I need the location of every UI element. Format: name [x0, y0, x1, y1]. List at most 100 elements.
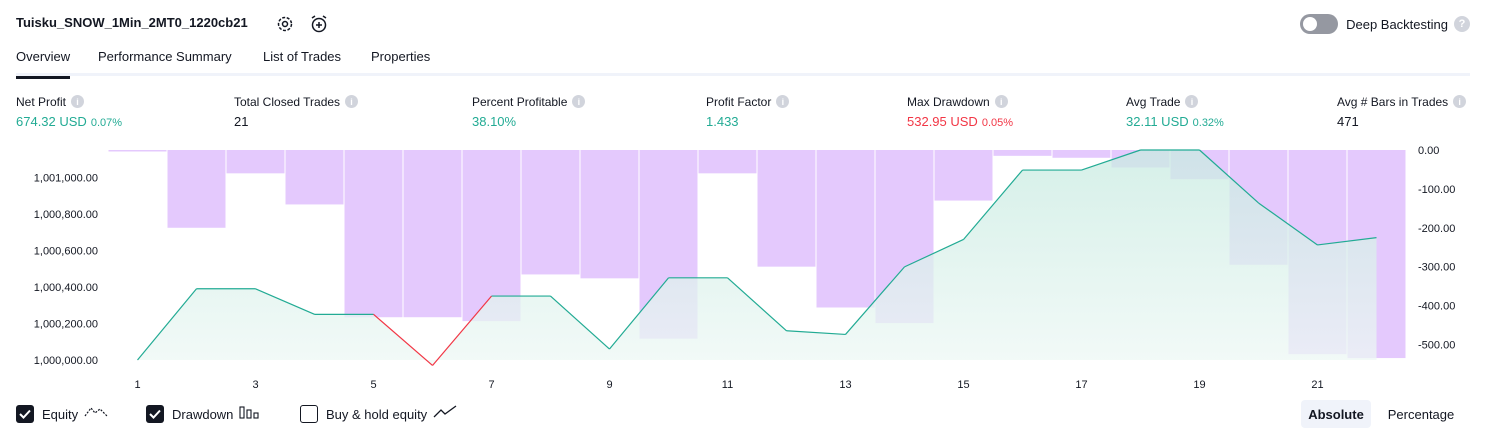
info-icon[interactable]: i [572, 95, 586, 108]
drawdown-bar [344, 150, 403, 318]
equity-area [137, 150, 1377, 366]
equity-line-segment [1081, 149, 1141, 171]
x-tick-label: 5 [370, 379, 376, 391]
metric-label: Avg # Bars in Trades [1337, 94, 1449, 109]
absolute-mode-button[interactable]: Absolute [1301, 400, 1371, 428]
x-tick-label: 1 [134, 379, 140, 391]
drawdown-bar [226, 150, 285, 174]
settings-icon[interactable] [274, 13, 296, 35]
equity-checkbox[interactable] [16, 405, 34, 423]
metric-avg-trade: Avg Trade i 32.11 USD 0.32% [1126, 94, 1224, 130]
tab-overview[interactable]: Overview [16, 49, 71, 79]
help-icon[interactable]: ? [1454, 16, 1470, 32]
bar-chart-icon [239, 405, 259, 424]
metric-value: 674.32 USD [16, 114, 87, 129]
y-right-tick-label: -400.00 [1418, 301, 1455, 313]
metric-max-drawdown: Max Drawdown i 532.95 USD 0.05% [907, 94, 1014, 130]
percentage-mode-button[interactable]: Percentage [1387, 406, 1455, 422]
equity-line-segment [904, 238, 964, 268]
buy-hold-checkbox[interactable] [300, 405, 318, 423]
metric-percent: 0.32% [1192, 117, 1224, 129]
metric-label: Avg Trade [1126, 94, 1181, 109]
strategy-title: Tuisku_SNOW_1Min_2MT0_1220cb21 [16, 15, 248, 30]
drawdown-bar [816, 150, 875, 308]
drawdown-bar [1052, 150, 1111, 158]
metric-total-closed-trades: Total Closed Trades i 21 [234, 94, 359, 129]
metric-label: Percent Profitable [472, 94, 568, 109]
metric-net-profit: Net Profit i 674.32 USD 0.07% [16, 94, 122, 130]
info-icon[interactable]: i [71, 95, 85, 108]
metric-value: 32.11 USD [1126, 114, 1189, 129]
equity-line-segment [373, 313, 433, 366]
metric-label: Max Drawdown [907, 94, 990, 109]
y-right-tick-label: -500.00 [1418, 339, 1455, 351]
report-tabs: Overview Performance Summary List of Tra… [16, 44, 1470, 79]
x-tick-label: 19 [1193, 379, 1205, 391]
tab-list-of-trades[interactable]: List of Trades [263, 49, 342, 64]
drawdown-bar [403, 150, 462, 318]
x-tick-label: 13 [839, 379, 851, 391]
legend-label: Equity [42, 406, 79, 422]
x-tick-label: 17 [1075, 379, 1087, 391]
drawdown-bar [167, 150, 226, 228]
tab-performance-summary[interactable]: Performance Summary [98, 49, 232, 64]
trend-line-icon [433, 404, 457, 424]
x-tick-label: 11 [722, 379, 733, 391]
y-right-tick-label: -100.00 [1418, 184, 1455, 196]
equity-line-segment [1199, 149, 1259, 204]
y-right-tick-label: -300.00 [1418, 262, 1455, 274]
info-icon[interactable]: i [994, 95, 1008, 108]
equity-line-segment [963, 169, 1023, 240]
deep-backtesting-control: Deep Backtesting ? [1300, 12, 1470, 36]
equity-line-segment [1317, 237, 1377, 246]
metric-avg-bars-in-trades: Avg # Bars in Trades i 471 [1337, 94, 1467, 129]
legend-label: Buy & hold equity [326, 406, 428, 422]
legend-drawdown[interactable]: Drawdown [146, 403, 259, 425]
equity-line-segment [550, 295, 610, 350]
x-tick-label: 9 [606, 379, 612, 391]
x-tick-label: 15 [957, 379, 969, 391]
info-icon[interactable]: i [776, 95, 790, 108]
equity-line-segment [786, 330, 846, 336]
drawdown-checkbox[interactable] [146, 405, 164, 423]
equity-line-segment [609, 277, 669, 350]
equity-line-segment [845, 266, 905, 335]
drawdown-bar [757, 150, 816, 267]
info-icon[interactable]: i [1185, 95, 1199, 108]
legend-label: Drawdown [172, 406, 234, 422]
drawdown-bar [285, 150, 344, 205]
legend-equity[interactable]: Equity [16, 403, 108, 425]
report-header: Tuisku_SNOW_1Min_2MT0_1220cb21 Deep Back… [16, 12, 1470, 36]
info-icon[interactable]: i [345, 95, 359, 108]
drawdown-bar [108, 150, 167, 152]
deep-backtesting-label: Deep Backtesting [1346, 16, 1448, 32]
metric-percent-profitable: Percent Profitable i 38.10% [472, 94, 586, 129]
metric-percent: 0.05% [981, 117, 1014, 129]
metric-value: 1.433 [706, 114, 739, 129]
deep-backtesting-toggle[interactable] [1300, 14, 1339, 34]
add-alert-icon[interactable] [308, 13, 330, 35]
metric-value: 471 [1337, 114, 1359, 129]
drawdown-bar [934, 150, 993, 201]
equity-line-segment [137, 288, 197, 361]
y-left-tick-label: 1,000,600.00 [34, 245, 98, 257]
equity-line-segment [432, 295, 492, 366]
info-icon[interactable]: i [1453, 95, 1467, 108]
y-left-tick-label: 1,000,400.00 [34, 282, 98, 294]
drawdown-bar [580, 150, 639, 279]
equity-line-icon [84, 405, 108, 424]
legend-buy-hold-equity[interactable]: Buy & hold equity [300, 403, 457, 425]
metric-value: 38.10% [472, 114, 517, 129]
tab-properties[interactable]: Properties [371, 49, 431, 64]
y-left-tick-label: 1,000,200.00 [34, 318, 98, 330]
x-tick-label: 7 [488, 379, 494, 391]
metric-value: 532.95 USD [907, 114, 978, 129]
y-left-tick-label: 1,000,000.00 [34, 355, 98, 367]
x-tick-label: 3 [252, 379, 258, 391]
equity-line-segment [727, 277, 787, 332]
drawdown-bar [462, 150, 521, 322]
equity-line-segment [255, 288, 315, 315]
y-left-tick-label: 1,001,000.00 [34, 172, 98, 184]
equity-drawdown-chart[interactable]: 1,001,000.00 1,000,800.00 1,000,600.00 1,00… [0, 140, 1486, 395]
drawdown-bar [993, 150, 1052, 156]
